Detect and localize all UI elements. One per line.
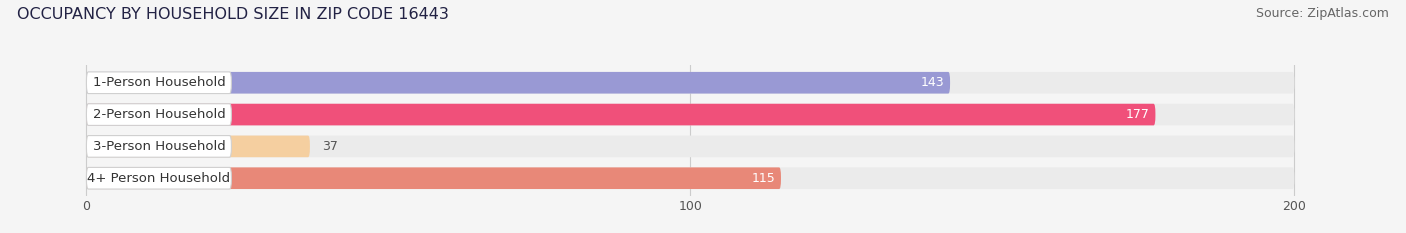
Text: 143: 143 (921, 76, 943, 89)
FancyBboxPatch shape (86, 136, 309, 157)
FancyBboxPatch shape (86, 104, 1295, 125)
FancyBboxPatch shape (86, 72, 950, 94)
FancyBboxPatch shape (86, 72, 1295, 94)
Text: 3-Person Household: 3-Person Household (93, 140, 225, 153)
FancyBboxPatch shape (86, 72, 232, 94)
Text: 37: 37 (322, 140, 337, 153)
FancyBboxPatch shape (86, 136, 232, 157)
Text: 115: 115 (751, 172, 775, 185)
Text: 177: 177 (1125, 108, 1149, 121)
FancyBboxPatch shape (86, 136, 1295, 157)
FancyBboxPatch shape (86, 104, 1156, 125)
FancyBboxPatch shape (86, 167, 232, 189)
FancyBboxPatch shape (86, 167, 1295, 189)
Text: 1-Person Household: 1-Person Household (93, 76, 225, 89)
FancyBboxPatch shape (86, 167, 780, 189)
Text: Source: ZipAtlas.com: Source: ZipAtlas.com (1256, 7, 1389, 20)
FancyBboxPatch shape (86, 104, 232, 125)
Text: 2-Person Household: 2-Person Household (93, 108, 225, 121)
Text: OCCUPANCY BY HOUSEHOLD SIZE IN ZIP CODE 16443: OCCUPANCY BY HOUSEHOLD SIZE IN ZIP CODE … (17, 7, 449, 22)
Text: 4+ Person Household: 4+ Person Household (87, 172, 231, 185)
